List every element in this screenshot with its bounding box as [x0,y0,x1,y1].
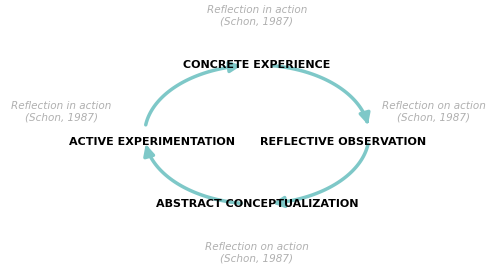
Text: Reflection on action
(Schon, 1987): Reflection on action (Schon, 1987) [382,100,486,122]
Text: CONCRETE EXPERIENCE: CONCRETE EXPERIENCE [183,60,330,70]
Text: ACTIVE EXPERIMENTATION: ACTIVE EXPERIMENTATION [69,137,235,147]
Text: ABSTRACT CONCEPTUALIZATION: ABSTRACT CONCEPTUALIZATION [156,199,358,209]
Text: REFLECTIVE OBSERVATION: REFLECTIVE OBSERVATION [260,137,426,147]
Text: Reflection in action
(Schon, 1987): Reflection in action (Schon, 1987) [206,5,307,27]
Text: Reflection on action
(Schon, 1987): Reflection on action (Schon, 1987) [205,242,309,264]
Text: Reflection in action
(Schon, 1987): Reflection in action (Schon, 1987) [11,100,112,122]
